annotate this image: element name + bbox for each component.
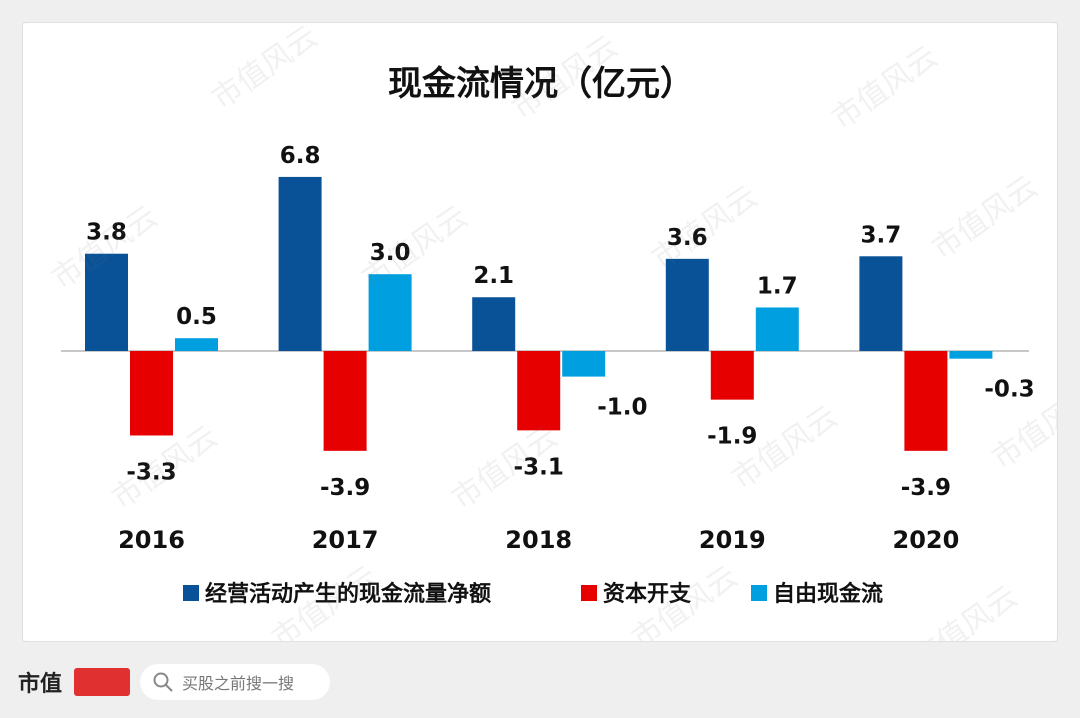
data-label: -0.3 — [984, 377, 1034, 403]
bar-1-2020 — [904, 351, 948, 451]
bar-2-2020 — [949, 351, 993, 359]
data-label: 6.8 — [280, 143, 321, 169]
data-label: 0.5 — [176, 304, 217, 330]
bar-0-2019 — [665, 258, 709, 351]
data-label: 3.6 — [667, 225, 708, 251]
x-tick-label: 2017 — [312, 526, 379, 554]
data-label: -1.9 — [707, 424, 757, 450]
data-label: -3.9 — [901, 475, 951, 501]
bar-1-2016 — [130, 351, 173, 436]
data-label: 3.8 — [86, 220, 127, 246]
x-tick-label: 2016 — [118, 526, 185, 554]
bar-2-2019 — [755, 307, 799, 351]
legend-swatch-0 — [183, 585, 199, 601]
data-label: -3.3 — [126, 459, 176, 485]
brand-name[interactable]: 市值 — [18, 671, 63, 697]
data-label: 2.1 — [473, 263, 514, 289]
chart-card: 现金流情况（亿元） 3.8 -3.3 0.5 2016 6.8 -3.9 3.0 2017 2.1… — [22, 22, 1058, 642]
x-tick-label: 2020 — [893, 526, 960, 554]
data-label: 1.7 — [757, 273, 798, 299]
data-label: -3.9 — [320, 475, 370, 501]
brand-logo[interactable] — [74, 668, 130, 696]
data-label: 3.7 — [861, 222, 902, 248]
bar-1-2017 — [323, 351, 367, 451]
bar-2-2018 — [562, 351, 606, 377]
x-tick-label: 2018 — [505, 526, 572, 554]
legend-swatch-2 — [751, 585, 767, 601]
data-label: -1.0 — [597, 395, 647, 421]
bar-2-2017 — [368, 274, 412, 351]
bar-1-2018 — [517, 351, 561, 431]
legend-label: 资本开支 — [603, 582, 692, 607]
search-icon — [153, 672, 173, 692]
data-label: 3.0 — [370, 240, 411, 266]
bar-0-2018 — [472, 297, 516, 351]
bar-1-2019 — [710, 351, 754, 400]
bar-0-2017 — [278, 176, 322, 351]
bar-2-2016 — [175, 338, 218, 351]
x-tick-label: 2019 — [699, 526, 766, 554]
cash-flow-chart: 现金流情况（亿元） 3.8 -3.3 0.5 2016 6.8 -3.9 3.0 2017 2.1… — [61, 64, 1035, 607]
data-label: -3.1 — [514, 454, 564, 480]
search-box[interactable]: 买股之前搜一搜 — [140, 664, 330, 700]
footer-bar: 市值 买股之前搜一搜 — [0, 648, 1080, 718]
legend-swatch-1 — [581, 585, 597, 601]
chart-title: 现金流情况（亿元） — [388, 64, 694, 104]
legend-label: 自由现金流 — [773, 581, 883, 607]
bar-0-2016 — [85, 253, 128, 351]
legend-label: 经营活动产生的现金流量净额 — [205, 581, 491, 607]
bar-0-2020 — [859, 256, 903, 351]
search-placeholder: 买股之前搜一搜 — [182, 674, 295, 693]
